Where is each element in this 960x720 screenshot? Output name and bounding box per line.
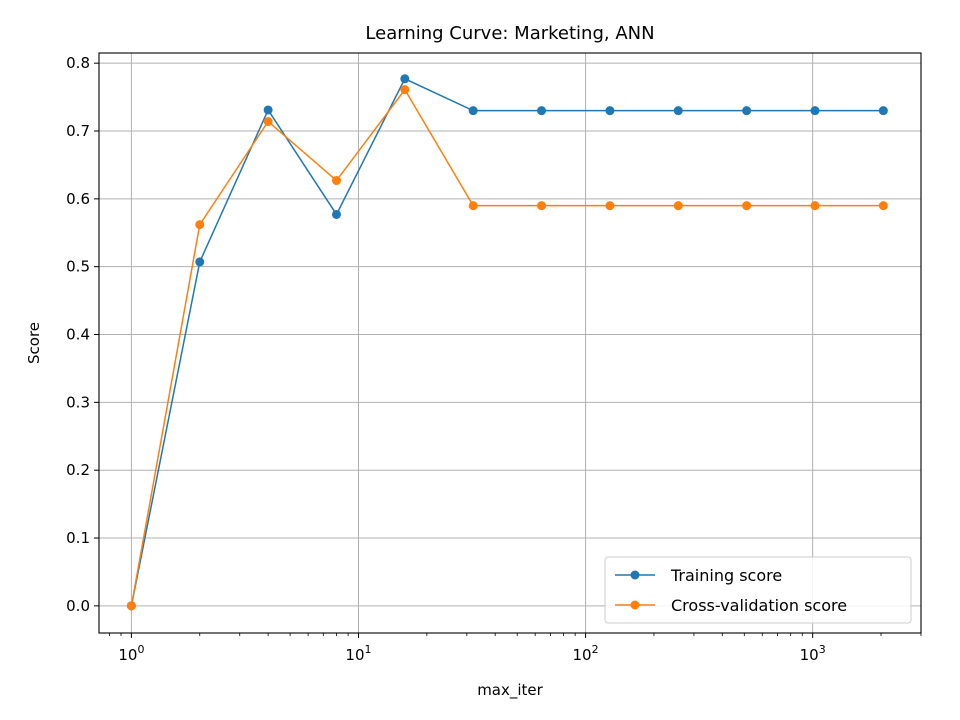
plot-frame <box>98 52 922 634</box>
data-point <box>605 106 615 116</box>
series-line <box>130 77 884 607</box>
x-tick-label: 102 <box>573 643 599 664</box>
data-point <box>400 74 410 84</box>
data-point <box>400 85 410 95</box>
y-tick-label: 0.1 <box>66 529 90 547</box>
grid-lines <box>99 53 921 633</box>
data-point <box>263 105 273 115</box>
y-tick-label: 0.8 <box>66 54 90 72</box>
data-point <box>673 201 683 211</box>
x-tick-label: 101 <box>345 643 371 664</box>
data-point <box>878 106 888 116</box>
data-point <box>605 201 615 211</box>
legend: Training score Cross-validation score <box>604 556 912 624</box>
legend-item: Training score <box>615 566 782 585</box>
y-tick-label: 0.3 <box>66 393 90 411</box>
data-point <box>742 201 752 211</box>
legend-label: Cross-validation score <box>671 596 847 615</box>
y-tick-label: 0.4 <box>66 326 90 344</box>
x-axis-title: max_iter <box>477 681 543 700</box>
legend-item: Cross-validation score <box>615 596 847 615</box>
y-tick-label: 0.2 <box>66 461 90 479</box>
legend-box <box>604 556 912 624</box>
series-line <box>130 88 884 607</box>
series-layer <box>126 74 888 611</box>
data-point <box>263 117 273 127</box>
legend-marker <box>630 570 640 580</box>
data-point <box>195 257 205 267</box>
data-point <box>810 201 820 211</box>
y-tick-label: 0.0 <box>66 597 90 615</box>
y-tick-label: 0.7 <box>66 122 90 140</box>
data-point <box>468 106 478 116</box>
data-point <box>195 220 205 230</box>
legend-marker <box>630 600 640 610</box>
data-point <box>468 201 478 211</box>
data-point <box>126 601 136 611</box>
data-point <box>331 209 341 219</box>
data-point <box>810 106 820 116</box>
data-point <box>878 201 888 211</box>
y-tick-label: 0.6 <box>66 190 90 208</box>
x-tick-label: 103 <box>800 643 826 664</box>
data-point <box>537 201 547 211</box>
chart-title: Learning Curve: Marketing, ANN <box>365 23 654 44</box>
data-point <box>673 106 683 116</box>
data-point <box>742 106 752 116</box>
y-tick-label: 0.5 <box>66 258 90 276</box>
legend-label: Training score <box>670 566 782 585</box>
y-axis-title: Score <box>25 322 43 364</box>
axis-ticks: 0.0 0.1 0.2 0.3 0.4 0.5 0.6 0.7 0.8 100 101 102 103 <box>66 54 922 664</box>
x-tick-label: 100 <box>118 643 144 664</box>
data-point <box>331 176 341 186</box>
series-1 <box>126 85 888 611</box>
data-point <box>537 106 547 116</box>
